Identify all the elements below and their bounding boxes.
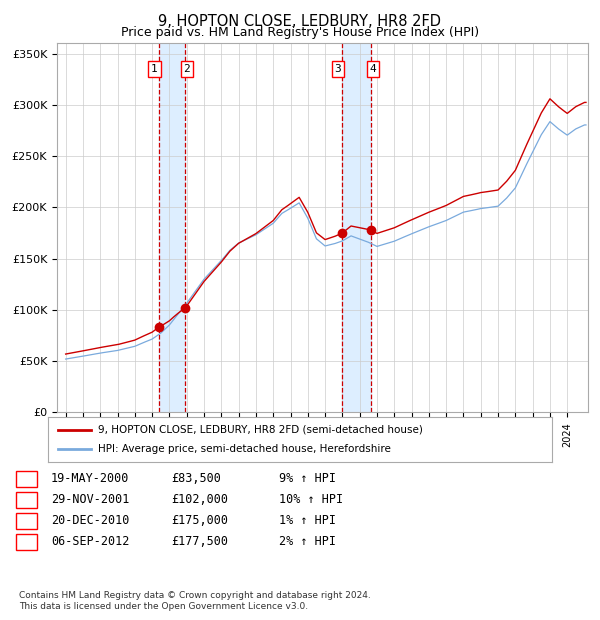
Text: This data is licensed under the Open Government Licence v3.0.: This data is licensed under the Open Gov…	[19, 602, 308, 611]
Text: £177,500: £177,500	[171, 536, 228, 548]
Text: HPI: Average price, semi-detached house, Herefordshire: HPI: Average price, semi-detached house,…	[98, 445, 391, 454]
Text: 9, HOPTON CLOSE, LEDBURY, HR8 2FD: 9, HOPTON CLOSE, LEDBURY, HR8 2FD	[158, 14, 442, 29]
Text: 4: 4	[23, 536, 30, 548]
Text: 4: 4	[370, 64, 377, 74]
Text: Contains HM Land Registry data © Crown copyright and database right 2024.: Contains HM Land Registry data © Crown c…	[19, 591, 371, 600]
Bar	[159, 43, 185, 412]
Text: 10% ↑ HPI: 10% ↑ HPI	[279, 494, 343, 506]
Text: £83,500: £83,500	[171, 472, 221, 485]
Text: 9% ↑ HPI: 9% ↑ HPI	[279, 472, 336, 485]
Text: 1: 1	[23, 472, 30, 485]
Text: 06-SEP-2012: 06-SEP-2012	[51, 536, 130, 548]
Text: 1: 1	[151, 64, 158, 74]
Text: 19-MAY-2000: 19-MAY-2000	[51, 472, 130, 485]
Text: 2: 2	[184, 64, 190, 74]
Text: £175,000: £175,000	[171, 515, 228, 527]
Bar	[342, 43, 371, 412]
Text: £102,000: £102,000	[171, 494, 228, 506]
Text: 9, HOPTON CLOSE, LEDBURY, HR8 2FD (semi-detached house): 9, HOPTON CLOSE, LEDBURY, HR8 2FD (semi-…	[98, 425, 423, 435]
Text: 1% ↑ HPI: 1% ↑ HPI	[279, 515, 336, 527]
Text: 29-NOV-2001: 29-NOV-2001	[51, 494, 130, 506]
Text: Price paid vs. HM Land Registry's House Price Index (HPI): Price paid vs. HM Land Registry's House …	[121, 26, 479, 39]
Text: 20-DEC-2010: 20-DEC-2010	[51, 515, 130, 527]
Text: 3: 3	[23, 515, 30, 527]
Text: 2: 2	[23, 494, 30, 506]
Text: 2% ↑ HPI: 2% ↑ HPI	[279, 536, 336, 548]
Text: 3: 3	[335, 64, 341, 74]
